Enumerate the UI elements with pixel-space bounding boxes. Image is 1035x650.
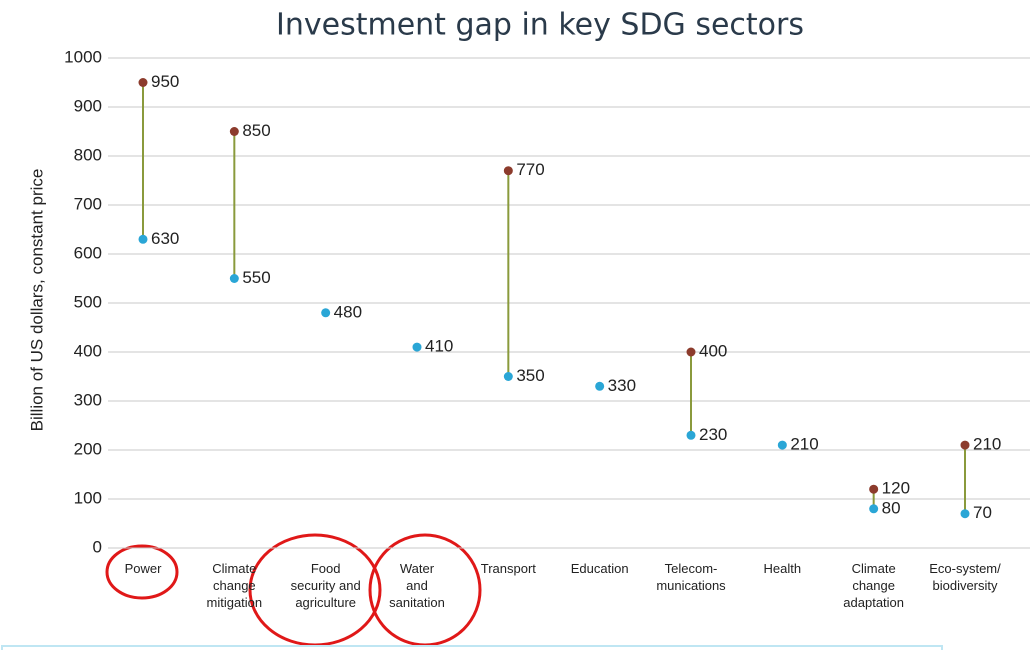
y-tick-label: 100 (74, 488, 102, 507)
y-axis-label: Billion of US dollars, constant price (27, 169, 46, 432)
x-tick-label: Climate change mitigation (207, 561, 263, 610)
x-tick-label: Telecom-munications (656, 561, 726, 593)
value-label: 330 (608, 376, 636, 395)
dot (503, 372, 513, 381)
value-label: 770 (516, 160, 544, 179)
dot (503, 166, 513, 176)
dot (321, 308, 331, 318)
value-label: 630 (151, 229, 179, 248)
y-tick-label: 300 (74, 390, 102, 409)
x-tick-label: Water and sanitation (389, 561, 445, 610)
dot (229, 127, 239, 136)
dot (869, 484, 879, 494)
bottom-frame (1, 645, 943, 650)
dot (686, 347, 696, 357)
value-label: 410 (425, 337, 453, 356)
x-tick-label: Climate change adaptation (843, 561, 904, 610)
value-label: 550 (242, 268, 270, 287)
value-label: 120 (882, 479, 910, 498)
value-label: 210 (973, 435, 1001, 454)
dot (869, 504, 879, 514)
y-tick-label: 0 (93, 537, 102, 556)
y-tick-label: 200 (74, 439, 102, 458)
chart-title: Investment gap in key SDG sectors (276, 8, 804, 43)
dot (229, 274, 239, 283)
y-tick-label: 400 (74, 341, 102, 360)
value-label: 480 (334, 302, 362, 321)
dot (686, 430, 696, 440)
dot (595, 381, 605, 391)
value-label: 70 (973, 503, 992, 522)
x-tick-label: Education (571, 561, 629, 576)
dot (138, 234, 148, 244)
y-tick-label: 900 (74, 96, 102, 115)
y-tick-label: 600 (74, 243, 102, 262)
value-label: 850 (242, 121, 270, 140)
value-label: 350 (516, 366, 544, 385)
value-label: 950 (151, 72, 179, 91)
y-tick-label: 500 (74, 292, 102, 311)
dot (960, 440, 970, 450)
x-tick-label: Health (764, 561, 802, 576)
x-tick-label: Transport (481, 561, 537, 576)
value-label: 230 (699, 425, 727, 444)
x-tick-label: Power (125, 561, 163, 576)
dot (960, 509, 970, 519)
value-label: 400 (699, 341, 727, 360)
highlight-circle (105, 544, 179, 600)
x-tick-label: Eco-system/biodiversity (929, 561, 1001, 593)
y-tick-label: 1000 (64, 47, 102, 66)
value-label: 80 (882, 498, 901, 517)
value-label: 210 (790, 435, 818, 454)
dot (138, 78, 148, 87)
y-tick-label: 700 (74, 194, 102, 213)
y-tick-label: 800 (74, 145, 102, 164)
dot (412, 342, 422, 352)
dot (777, 440, 787, 450)
x-tick-label: Food security and agriculture (291, 561, 361, 610)
